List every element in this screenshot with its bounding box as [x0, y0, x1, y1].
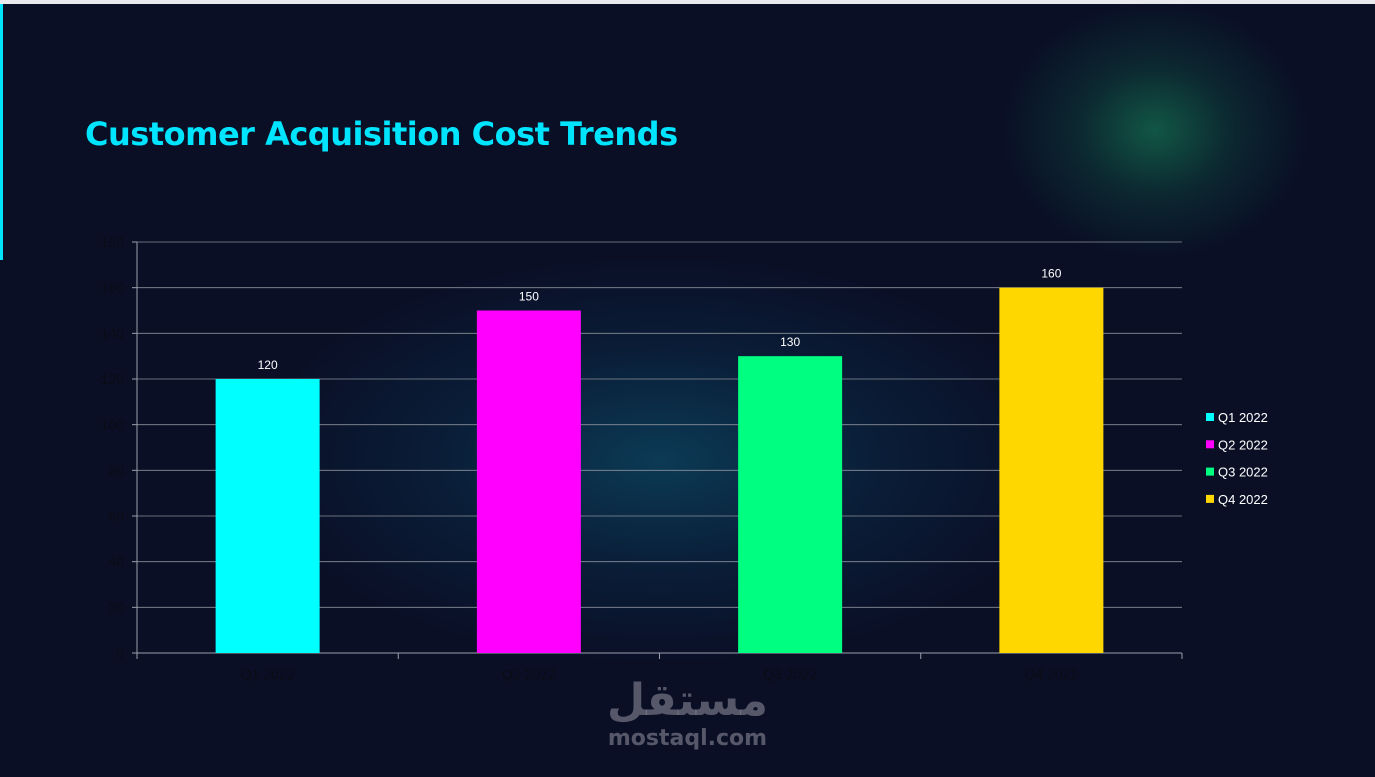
- legend-label: Q1 2022: [1218, 410, 1268, 425]
- y-tick-label: 180: [101, 234, 125, 250]
- slide-title: Customer Acquisition Cost Trends: [85, 115, 678, 153]
- background-glow-blue: [260, 260, 1060, 660]
- data-label: 130: [780, 335, 800, 349]
- legend: Q1 2022 Q2 2022 Q3 2022 Q4 2022: [1206, 410, 1268, 507]
- y-tick-label: 0: [116, 645, 124, 661]
- bar-q4-2022: [999, 287, 1104, 653]
- watermark-logo: مستقل: [607, 675, 768, 726]
- bar-q3-2022: [738, 356, 843, 653]
- x-tick-label: Q4 2022: [1025, 666, 1079, 682]
- y-tick-label: 140: [101, 325, 125, 341]
- accent-bar: [0, 4, 3, 260]
- data-label: 160: [1041, 267, 1061, 281]
- legend-swatch: [1206, 467, 1214, 476]
- legend-label: Q3 2022: [1218, 465, 1268, 480]
- y-tick-label: 40: [108, 554, 124, 570]
- legend-label: Q2 2022: [1218, 437, 1268, 452]
- watermark-text: mostaql.com: [607, 726, 768, 751]
- x-tick-label: Q2 2022: [502, 666, 556, 682]
- background-glow-green: [1000, 0, 1310, 260]
- bar-q2-2022: [476, 310, 581, 653]
- data-labels: 120 150 130 160: [258, 267, 1062, 372]
- legend-swatch: [1206, 413, 1214, 421]
- y-tick-label: 120: [101, 371, 125, 387]
- bars: [215, 287, 1104, 653]
- y-tick-label: 20: [108, 599, 124, 615]
- top-edge-divider: [0, 0, 1375, 4]
- data-label: 150: [519, 290, 539, 304]
- bar-q1-2022: [215, 379, 320, 653]
- legend-label: Q4 2022: [1218, 492, 1268, 507]
- y-tick-label: 100: [101, 417, 125, 433]
- y-tick-label: 160: [101, 280, 125, 296]
- data-label: 120: [258, 358, 278, 372]
- legend-swatch: [1206, 440, 1214, 449]
- y-tick-label: 60: [108, 508, 124, 524]
- y-tick-label: 80: [108, 462, 124, 478]
- x-tick-label: Q3 2022: [763, 666, 817, 682]
- watermark: مستقل mostaql.com: [575, 676, 800, 752]
- legend-swatch: [1206, 494, 1214, 503]
- x-tick-label: Q1 2022: [241, 666, 295, 682]
